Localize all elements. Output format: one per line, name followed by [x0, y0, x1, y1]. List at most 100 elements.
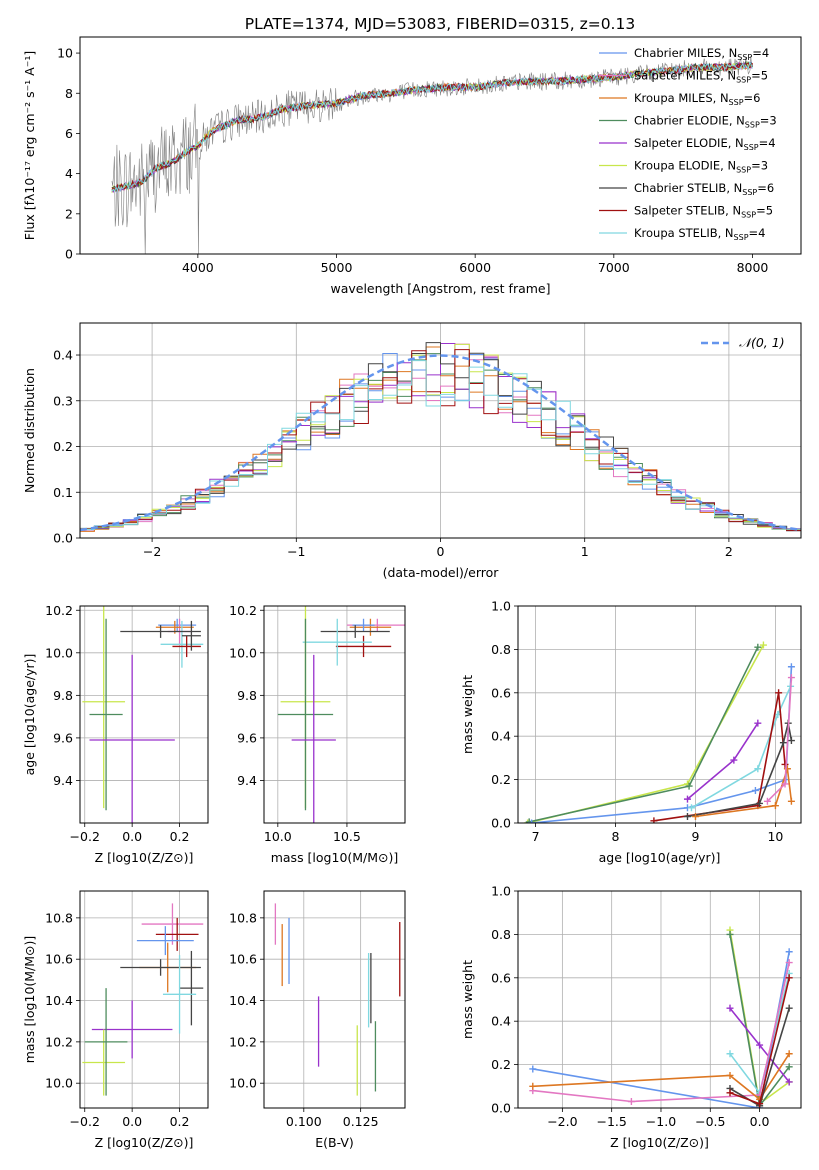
- mass-weight-line: [531, 666, 793, 823]
- mass-weight-marker: [730, 756, 738, 764]
- y-tick-label: 0.0: [53, 531, 73, 546]
- x-tick-label: 10.5: [333, 829, 361, 844]
- mass-weight-marker: [755, 799, 763, 807]
- mass-weight-marker: [775, 689, 783, 697]
- x-tick-label: −1.0: [646, 1114, 676, 1129]
- x-tick-label: 10: [767, 829, 783, 844]
- x-axis-label: mass [log10(M/M⊙)]: [271, 850, 399, 865]
- x-tick-label: 0.125: [343, 1114, 379, 1129]
- y-tick-label: 10.2: [45, 603, 73, 618]
- legend-entry-label: Chabrier STELIB, NSSP=6: [634, 181, 774, 197]
- y-tick-label: 0.0: [491, 816, 511, 831]
- y-tick-label: 1.0: [491, 884, 511, 899]
- plot-area: [82, 606, 204, 823]
- mass-weight-marker: [726, 1004, 734, 1012]
- x-tick-label: 7000: [598, 260, 630, 275]
- mass-weight-marker: [785, 1078, 793, 1086]
- y-tick-label: 9.4: [53, 773, 73, 788]
- y-tick-label: 0.0: [491, 1101, 511, 1116]
- y-tick-label: 10.2: [45, 1034, 73, 1049]
- x-axis-label: E(B-V): [315, 1135, 354, 1150]
- y-tick-label: 8: [65, 86, 73, 101]
- y-tick-label: 9.8: [53, 688, 73, 703]
- mass-weight-marker: [787, 674, 795, 682]
- axes-frame: [79, 36, 802, 255]
- axes: 10.0 10.5 9.4 9.6 9.8 10.0 10.2 mass [log10(M/M…: [229, 603, 406, 865]
- x-axis-label: wavelength [Angstrom, rest frame]: [330, 281, 550, 296]
- y-tick-label: 9.6: [53, 730, 73, 745]
- y-tick-label: 9.8: [237, 688, 257, 703]
- mass-weight-line: [691, 685, 792, 809]
- y-tick-label: 10.2: [229, 1034, 257, 1049]
- model-spectrum-line: [111, 61, 753, 193]
- plot-area: [80, 342, 801, 538]
- mass-weight-marker: [785, 1050, 793, 1058]
- age-vs-metallicity-panel: −0.2 0.0 0.2 9.4 9.6 9.8 10.0 10.2 Z [log10(Z/Z⊙…: [22, 603, 209, 865]
- y-tick-label: 0.1: [53, 485, 73, 500]
- residuals-legend: 𝒩(0, 1): [701, 335, 785, 350]
- mass-weight-marker: [763, 797, 771, 805]
- x-tick-label: 8000: [737, 260, 769, 275]
- y-tick-label: 10.6: [45, 952, 73, 967]
- y-tick-label: 6: [65, 126, 73, 141]
- legend-entry-label: Chabrier MILES, NSSP=4: [634, 46, 769, 62]
- y-tick-label: 1.0: [491, 599, 511, 614]
- y-tick-label: 10.8: [45, 910, 73, 925]
- y-tick-label: 0.2: [53, 439, 73, 454]
- mass-weight-marker: [785, 1004, 793, 1012]
- mass-weight-marker: [751, 786, 759, 794]
- plot-area: [524, 641, 795, 823]
- x-axis-label: age [log10(age/yr)]: [599, 850, 721, 865]
- age-vs-mass-panel: 10.0 10.5 9.4 9.6 9.8 10.0 10.2 mass [log10(M/M…: [229, 603, 406, 865]
- axes-frame: [263, 890, 406, 1109]
- y-tick-label: 9.4: [237, 773, 257, 788]
- y-tick-label: 0.6: [491, 970, 511, 985]
- mass-weight-marker: [691, 812, 699, 820]
- mass-vs-metallicity-panel: −0.2 0.0 0.2 10.0 10.2 10.4 10.6 10.8 Z [log10(Z…: [22, 890, 209, 1150]
- y-tick-label: 10.0: [229, 645, 257, 660]
- spectrum-panel: 4000 5000 6000 7000 8000 0 2 4 6 8 10 wavelength [A…: [22, 36, 802, 296]
- y-tick-label: 10: [57, 46, 73, 61]
- mass-vs-ebv-panel: 0.100 0.125 10.0 10.2 10.4 10.6 10.8 E(B-V): [229, 890, 406, 1150]
- x-axis-label: Z [log10(Z/Z⊙)]: [610, 1135, 709, 1150]
- figure-title: PLATE=1374, MJD=53083, FIBERID=0315, z=0…: [245, 15, 635, 33]
- x-tick-label: 0.100: [286, 1114, 322, 1129]
- y-tick-label: 10.0: [45, 645, 73, 660]
- y-tick-label: 0: [65, 247, 73, 262]
- x-tick-label: −0.5: [695, 1114, 725, 1129]
- mass-weight-marker: [756, 1041, 764, 1049]
- mass-weight-marker: [685, 782, 693, 790]
- y-tick-label: 10.0: [45, 1076, 73, 1091]
- x-axis-label: (data-model)/error: [383, 565, 500, 580]
- mass-weight-line: [532, 962, 790, 1103]
- y-axis-label: age [log10(age/yr)]: [22, 654, 37, 776]
- histogram-step-line: [80, 349, 801, 538]
- mass-weight-line: [532, 1053, 790, 1101]
- mass-weight-marker: [726, 1089, 734, 1097]
- y-tick-label: 0.3: [53, 393, 73, 408]
- mass-weight-marker: [787, 663, 795, 671]
- mass-weight-marker: [627, 1097, 635, 1105]
- mass-weight-marker: [726, 930, 734, 938]
- x-tick-label: 7: [532, 829, 540, 844]
- mass-weight-marker: [787, 737, 795, 745]
- axes-frame: [79, 890, 209, 1109]
- x-tick-label: 0.2: [170, 1114, 190, 1129]
- y-axis-label: Flux [fλ10⁻¹⁷ erg cm⁻² s⁻¹ A⁻¹]: [22, 51, 37, 240]
- mass-weight-marker: [785, 974, 793, 982]
- y-tick-label: 0.8: [491, 642, 511, 657]
- x-tick-label: 4000: [182, 260, 214, 275]
- legend-entry-label: Kroupa MILES, NSSP=6: [634, 91, 760, 107]
- x-tick-label: 5000: [321, 260, 353, 275]
- plot-area: [82, 903, 204, 1096]
- y-tick-label: 0.4: [53, 348, 73, 363]
- y-tick-label: 10.0: [229, 1076, 257, 1091]
- plot-area: [529, 926, 793, 1108]
- x-tick-label: 6000: [459, 260, 491, 275]
- x-tick-label: −1: [287, 544, 305, 559]
- mass-weight-marker: [683, 795, 691, 803]
- y-tick-label: 0.4: [491, 729, 511, 744]
- mass-weight-marker: [650, 817, 658, 823]
- y-tick-label: 0.2: [491, 1057, 511, 1072]
